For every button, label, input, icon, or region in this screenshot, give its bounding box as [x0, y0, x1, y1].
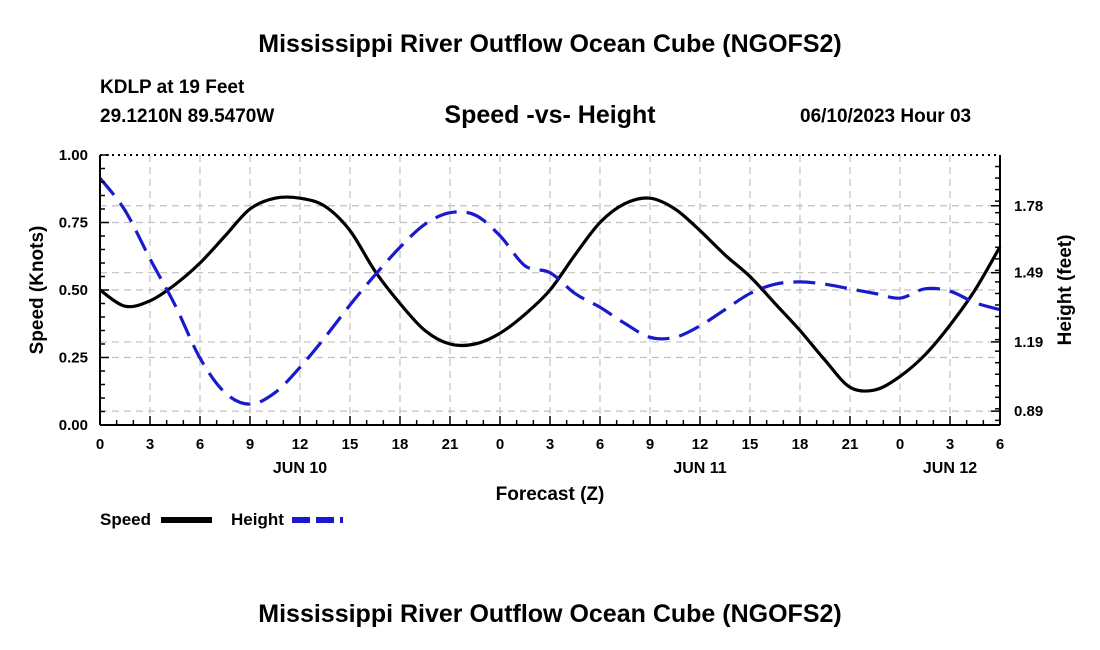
- x-tick-label: 18: [392, 436, 409, 453]
- axes-layer: [99, 154, 1001, 426]
- date-label: JUN 11: [673, 460, 726, 477]
- x-tick-label: 15: [742, 436, 759, 453]
- date-label: JUN 10: [273, 460, 327, 477]
- x-tick-label: 9: [246, 436, 254, 453]
- y-tick-label: 0.25: [59, 350, 88, 367]
- x-tick-label: 0: [896, 436, 904, 453]
- y2-tick-label: 1.19: [1014, 334, 1043, 351]
- series-layer: [98, 177, 1002, 406]
- x-tick-label: 6: [196, 436, 204, 453]
- x-tick-label: 21: [842, 436, 859, 453]
- y-tick-label: 1.00: [59, 147, 88, 164]
- x-tick-label: 3: [946, 436, 954, 453]
- x-tick-label: 0: [96, 436, 104, 453]
- labels-layer: 0 3 6 9 12 15 18 21 0 3 6 9 12 15 18 21 0 3 6 JUN 10 JUN 11 J…: [27, 147, 1076, 505]
- height-series-line: [98, 177, 1001, 406]
- x-tick-label: 6: [996, 436, 1004, 453]
- legend-height-label: Height: [231, 510, 284, 529]
- x-tick-label: 21: [442, 436, 459, 453]
- y2-tick-label: 1.49: [1014, 265, 1043, 282]
- y-tick-label: 0.75: [59, 215, 88, 232]
- station-name: KDLP at 19 Feet: [100, 77, 245, 98]
- y-axis-title: Speed (Knots): [27, 226, 48, 355]
- legend-speed-label: Speed: [100, 510, 151, 529]
- x-tick-label: 12: [292, 436, 309, 453]
- station-coordinates: 29.1210N 89.5470W: [100, 106, 275, 127]
- y-tick-label: 0.50: [59, 282, 88, 299]
- legend: Speed Height: [100, 510, 343, 529]
- date-label: JUN 12: [923, 460, 977, 477]
- forecast-run-date: 06/10/2023 Hour 03: [800, 106, 972, 127]
- chart-subtitle: Speed -vs- Height: [444, 101, 656, 129]
- x-tick-label: 12: [692, 436, 709, 453]
- x-tick-label: 3: [546, 436, 554, 453]
- x-tick-label: 15: [342, 436, 359, 453]
- x-tick-label: 6: [596, 436, 604, 453]
- y-tick-label: 0.00: [59, 417, 88, 434]
- x-tick-label: 9: [646, 436, 654, 453]
- speed-series-line: [99, 195, 1002, 393]
- x-tick-label: 3: [146, 436, 154, 453]
- x-tick-label: 18: [792, 436, 809, 453]
- x-axis-title: Forecast (Z): [496, 484, 605, 505]
- y2-axis-title: Height (feet): [1055, 235, 1076, 346]
- main-title: Mississippi River Outflow Ocean Cube (NG…: [258, 30, 842, 58]
- y2-tick-label: 0.89: [1014, 403, 1043, 420]
- x-tick-label: 0: [496, 436, 504, 453]
- footer-title: Mississippi River Outflow Ocean Cube (NG…: [258, 600, 842, 628]
- y2-tick-label: 1.78: [1014, 198, 1043, 215]
